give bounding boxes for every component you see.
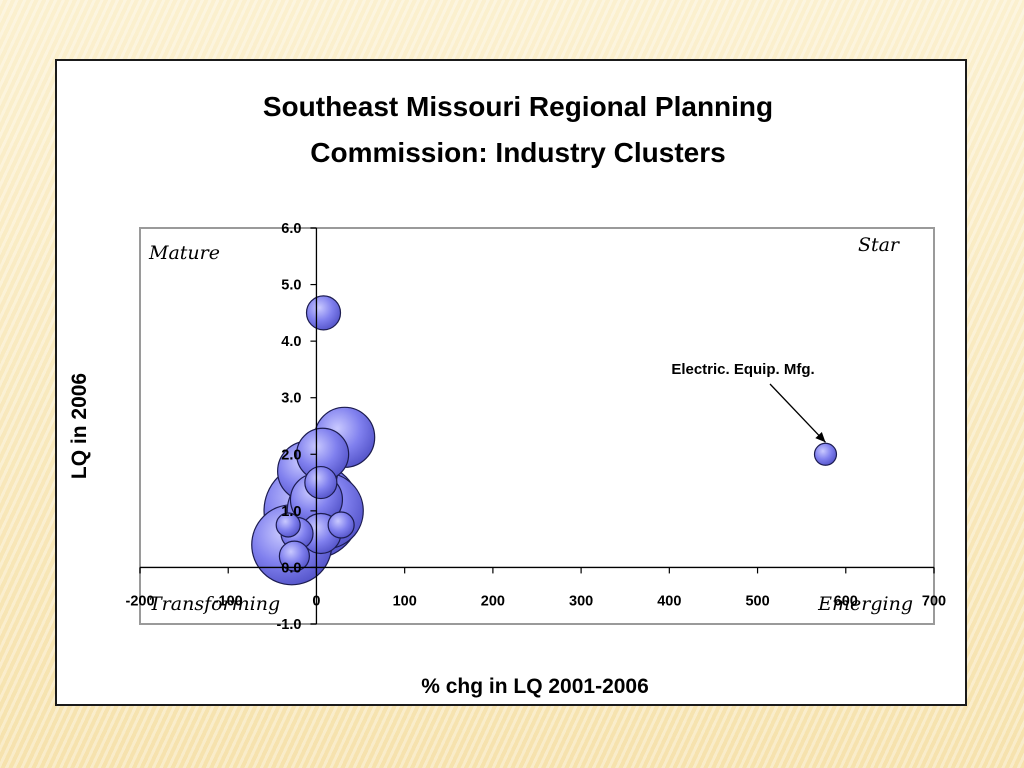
x-tick-label: -100	[214, 593, 243, 609]
x-tick-label: 0	[312, 593, 320, 609]
x-tick-label: 100	[393, 593, 417, 609]
y-tick-label: 6.0	[281, 221, 301, 237]
annotation-arrow	[769, 383, 826, 443]
y-tick-label: 4.0	[281, 334, 301, 350]
bubble-point	[813, 442, 838, 466]
bubble-point	[275, 512, 301, 538]
y-tick-label: 3.0	[281, 391, 301, 407]
y-tick-label: -1.0	[276, 617, 301, 633]
bubble-point	[327, 511, 355, 539]
bubble-series	[251, 295, 838, 586]
plot-area-border	[139, 227, 935, 625]
quadrant-label-emerging: Emerging	[817, 593, 913, 615]
x-tick-label: 700	[922, 593, 946, 609]
bubble-point	[304, 465, 338, 500]
y-tick-label: 0.0	[281, 560, 301, 576]
bubble-point	[305, 295, 342, 331]
annotation-label: Electric. Equip. Mfg.	[671, 361, 814, 378]
x-axis-title: % chg in LQ 2001-2006	[421, 675, 649, 698]
quadrant-label-mature: Mature	[148, 242, 220, 264]
x-tick-label: 500	[745, 593, 769, 609]
bubble-point	[278, 540, 310, 572]
x-tick-label: 200	[481, 593, 505, 609]
quadrant-label-star: Star	[858, 234, 901, 256]
y-axis-title: LQ in 2006	[68, 373, 91, 479]
y-tick-label: 2.0	[281, 447, 301, 463]
chart-title-line-1: Southeast Missouri Regional Planning	[263, 91, 773, 122]
x-axis-ticks: -200 -100 0 100 200 300 400 500 600 700	[125, 567, 946, 609]
chart-title-line-2: Commission: Industry Clusters	[310, 137, 725, 168]
x-tick-label: 300	[569, 593, 593, 609]
x-tick-label: 600	[834, 593, 858, 609]
y-tick-label: 5.0	[281, 278, 301, 294]
bubble-chart: Southeast Missouri Regional Planning Com…	[68, 91, 946, 698]
x-tick-label: 400	[657, 593, 681, 609]
y-axis-ticks: 6.0 5.0 4.0 3.0 2.0 1.0 0.0 -1.0	[276, 221, 317, 633]
y-tick-label: 1.0	[281, 504, 301, 520]
chart-frame: Southeast Missouri Regional Planning Com…	[55, 59, 967, 706]
x-tick-label: -200	[125, 593, 154, 609]
quadrant-label-transforming: Transforming	[149, 593, 280, 615]
annotation-arrowhead	[815, 431, 826, 443]
